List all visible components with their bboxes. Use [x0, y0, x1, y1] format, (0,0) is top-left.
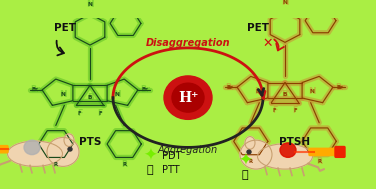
Circle shape: [47, 137, 79, 166]
Text: R: R: [53, 160, 59, 169]
Text: ✦: ✦: [143, 146, 157, 165]
Text: R: R: [121, 160, 127, 169]
Text: N: N: [114, 90, 121, 99]
Text: PTS: PTS: [79, 137, 101, 147]
Text: Br: Br: [337, 85, 343, 90]
Text: N: N: [281, 0, 289, 7]
Ellipse shape: [245, 136, 255, 149]
Circle shape: [24, 140, 40, 155]
Ellipse shape: [64, 134, 74, 146]
Text: F: F: [98, 109, 103, 118]
FancyBboxPatch shape: [335, 146, 345, 157]
Text: Br: Br: [227, 85, 233, 90]
FancyArrowPatch shape: [274, 40, 284, 50]
Text: F: F: [273, 108, 277, 113]
FancyArrowPatch shape: [56, 41, 64, 55]
Text: Br: Br: [335, 83, 345, 92]
Circle shape: [172, 83, 204, 112]
Text: B: B: [282, 90, 288, 99]
Text: Disaggregation: Disaggregation: [146, 38, 230, 48]
Text: Br: Br: [225, 83, 235, 92]
Text: R: R: [249, 159, 253, 164]
Text: R: R: [122, 162, 126, 167]
Text: F: F: [77, 109, 82, 118]
Text: N: N: [309, 87, 316, 96]
Text: ✕: ✕: [263, 37, 273, 50]
Text: N: N: [254, 87, 261, 96]
Text: N: N: [59, 90, 67, 99]
Text: Br: Br: [30, 85, 40, 94]
Text: F: F: [99, 111, 102, 116]
Text: N: N: [88, 2, 92, 7]
Circle shape: [164, 76, 212, 119]
Text: F: F: [272, 106, 277, 115]
FancyBboxPatch shape: [0, 146, 8, 153]
Text: N: N: [310, 89, 315, 94]
Text: R: R: [316, 157, 322, 166]
Text: B: B: [86, 93, 93, 102]
Ellipse shape: [8, 141, 62, 166]
Text: N: N: [86, 0, 94, 9]
Text: F: F: [293, 108, 297, 113]
FancyBboxPatch shape: [309, 148, 341, 156]
Text: 🔥: 🔥: [242, 170, 248, 180]
Text: PET: PET: [54, 23, 76, 33]
Text: Aggregation: Aggregation: [158, 145, 218, 155]
Text: R: R: [248, 157, 254, 166]
Text: R: R: [317, 159, 321, 164]
Text: B: B: [88, 95, 92, 100]
Text: PTT: PTT: [162, 165, 180, 175]
Ellipse shape: [258, 144, 312, 169]
Text: ✦: ✦: [238, 152, 252, 170]
Text: Br: Br: [32, 88, 39, 92]
Text: F: F: [78, 111, 82, 116]
Text: Br: Br: [141, 88, 148, 92]
Text: N: N: [115, 92, 120, 97]
Text: F: F: [293, 106, 298, 115]
Text: R: R: [54, 162, 58, 167]
Text: Br: Br: [140, 85, 150, 94]
Text: H⁺: H⁺: [178, 91, 198, 105]
Text: PDT: PDT: [162, 150, 182, 160]
Circle shape: [240, 140, 272, 169]
Text: N: N: [60, 92, 65, 97]
Text: N: N: [282, 0, 287, 5]
Text: PET: PET: [247, 23, 269, 33]
Text: PTSH: PTSH: [279, 137, 311, 147]
Text: N: N: [255, 89, 260, 94]
Text: 🔥: 🔥: [147, 165, 153, 175]
Circle shape: [247, 150, 251, 154]
Text: B: B: [283, 92, 287, 98]
Circle shape: [68, 147, 72, 151]
Circle shape: [280, 143, 296, 157]
